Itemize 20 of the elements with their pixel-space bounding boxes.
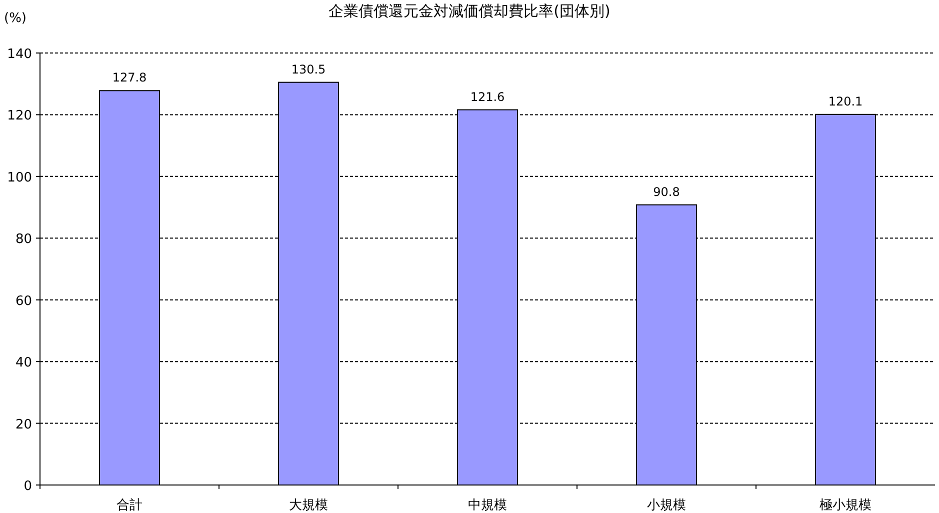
data-label: 127.8 [112,70,147,85]
y-tick-label: 0 [24,479,32,494]
data-label: 120.1 [828,94,863,108]
data-label: 90.8 [653,184,680,199]
chart-title: 企業債償還元金対減価償却費比率(団体別) [328,2,610,20]
data-label: 121.6 [470,90,505,104]
x-tick-label: 中規模 [468,498,507,513]
y-tick-label: 80 [15,232,32,248]
y-axis-title: (%) [4,11,26,26]
y-tick-label: 20 [15,417,32,432]
x-tick-label: 大規模 [289,498,328,513]
x-tick-label: 極小規模 [820,498,872,513]
y-tick-label: 140 [7,47,32,62]
y-tick-label: 40 [15,356,32,371]
y-tick-label: 120 [7,108,32,124]
x-tick-label: 小規模 [647,498,686,513]
x-tick-label: 合計 [116,498,142,513]
y-tick-label: 60 [15,294,32,309]
data-label: 130.5 [291,62,326,76]
y-tick-label: 100 [7,170,32,186]
